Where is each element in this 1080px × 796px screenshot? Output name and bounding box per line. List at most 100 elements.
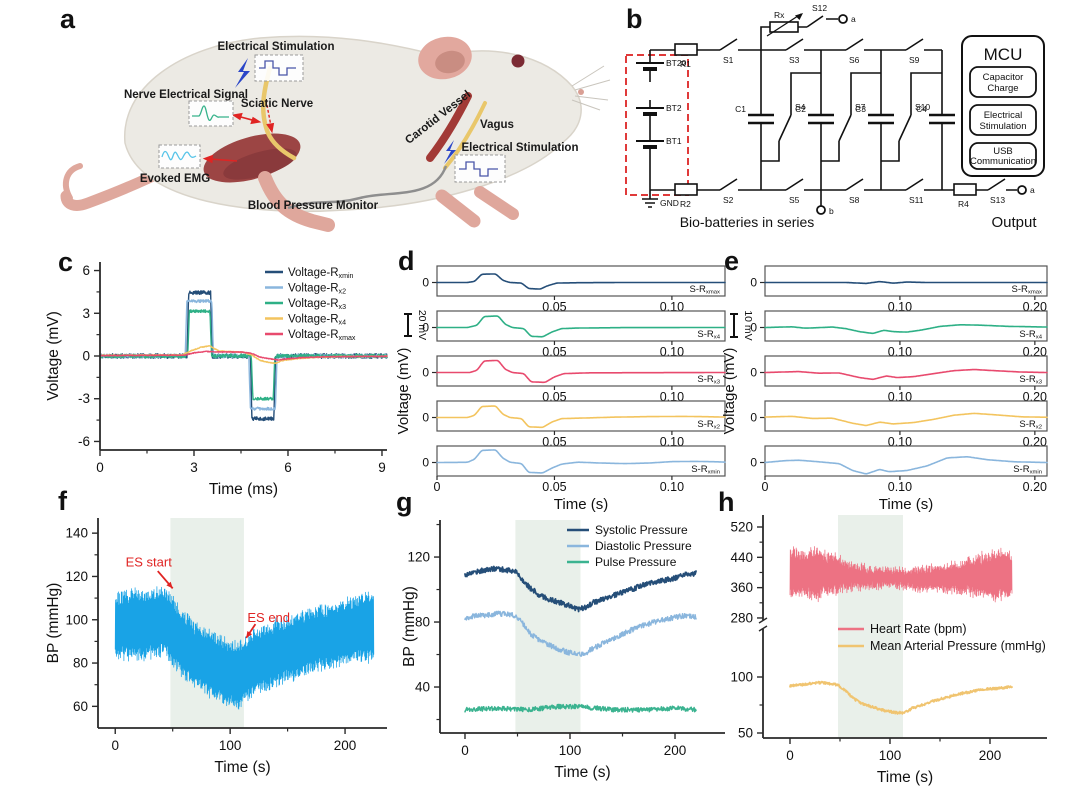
rat-ear-inner bbox=[435, 50, 465, 74]
subplot-1: 0 S-Rx4 0.10 0.20 bbox=[750, 310, 1048, 359]
label-s1: S1 bbox=[723, 55, 734, 65]
circuit-labels: R1 S1 S3 S6 S9 Rx S12 a BT20 BT2 BT1 GND… bbox=[660, 3, 1035, 216]
label-s7: S7 bbox=[855, 102, 866, 112]
emg-wave-icon bbox=[161, 150, 197, 161]
red-arrow-stim-path bbox=[265, 99, 275, 134]
svg-text:0: 0 bbox=[750, 411, 757, 425]
svg-text:ES end: ES end bbox=[247, 610, 290, 625]
svg-text:0: 0 bbox=[750, 276, 757, 290]
label-s9: S9 bbox=[909, 55, 920, 65]
panel-b-circuit-diagram: R1 S1 S3 S6 S9 Rx S12 a BT20 BT2 BT1 GND… bbox=[625, 3, 1045, 231]
label-gnd: GND bbox=[660, 198, 679, 208]
label-r2: R2 bbox=[680, 199, 691, 209]
axis: 280 360 440 520 50 100 0 100 200 Time (s) bbox=[730, 515, 1047, 786]
svg-text:120: 120 bbox=[65, 569, 88, 584]
label-terminal-a-bottom: a bbox=[1030, 185, 1035, 195]
svg-text:0.05: 0.05 bbox=[542, 300, 566, 314]
panel-letter-a: a bbox=[60, 4, 76, 34]
svg-text:100: 100 bbox=[730, 670, 753, 685]
axis: 0 100 200 40 80 120 Time (s) BP (mmHg) bbox=[401, 520, 725, 781]
label-rx: Rx bbox=[774, 10, 785, 20]
subplot-2: 0 S-Rx3 0.05 0.10 bbox=[422, 355, 726, 404]
svg-text:0: 0 bbox=[422, 321, 429, 335]
svg-text:Charge: Charge bbox=[987, 83, 1018, 94]
svg-text:0: 0 bbox=[762, 480, 769, 494]
svg-text:200: 200 bbox=[334, 738, 357, 753]
nerve-signal-box bbox=[188, 100, 234, 127]
label-r4: R4 bbox=[958, 199, 969, 209]
evoked-emg-box bbox=[158, 144, 201, 169]
svg-text:0.10: 0.10 bbox=[888, 390, 912, 404]
rat-front-paw-1 bbox=[435, 189, 481, 228]
svg-text:Electrical: Electrical bbox=[984, 110, 1023, 121]
svg-text:360: 360 bbox=[730, 580, 753, 595]
scale-bar: 20 mV bbox=[404, 310, 428, 340]
svg-text:ES start: ES start bbox=[126, 555, 173, 570]
svg-text:20 mV: 20 mV bbox=[416, 310, 428, 340]
svg-text:Time (s): Time (s) bbox=[879, 496, 933, 513]
svg-text:0.05: 0.05 bbox=[542, 480, 566, 494]
svg-text:6: 6 bbox=[82, 263, 90, 278]
svg-text:Stimulation: Stimulation bbox=[980, 121, 1027, 132]
svg-text:Time (s): Time (s) bbox=[554, 496, 608, 513]
label-s3: S3 bbox=[789, 55, 800, 65]
label-electrical-stimulation-right: Electrical Stimulation bbox=[462, 142, 579, 154]
svg-text:S-Rxmin: S-Rxmin bbox=[691, 464, 720, 476]
label-s8: S8 bbox=[849, 195, 860, 205]
subplot-1: 0 S-Rx4 0.05 0.10 bbox=[422, 310, 726, 359]
svg-text:0: 0 bbox=[422, 411, 429, 425]
label-c2: C2 bbox=[795, 104, 806, 114]
label-bt2: BT2 bbox=[666, 103, 682, 113]
svg-text:0.10: 0.10 bbox=[888, 480, 912, 494]
panel-letter-g: g bbox=[396, 487, 413, 517]
svg-text:0.10: 0.10 bbox=[888, 435, 912, 449]
subplot-3: 0 S-Rx2 0.05 0.10 bbox=[422, 400, 726, 449]
biphasic-wave-icon bbox=[459, 161, 498, 177]
panel-e-chart: 0 S-Rxmax 0.10 0.20 0 S-Rx4 0.10 0.20 0 S-Rx3 0.10… bbox=[721, 265, 1048, 513]
legend: Systolic Pressure Diastolic Pressure Pulse… bbox=[567, 523, 692, 569]
subplot-0: 0 S-Rxmax 0.10 0.20 bbox=[750, 265, 1048, 314]
svg-text:BP (mmHg): BP (mmHg) bbox=[45, 583, 62, 664]
svg-text:0.05: 0.05 bbox=[542, 390, 566, 404]
svg-text:0: 0 bbox=[82, 349, 90, 364]
panel-letter-e: e bbox=[724, 246, 740, 276]
svg-text:0.05: 0.05 bbox=[542, 435, 566, 449]
panel-letter-f: f bbox=[58, 486, 67, 516]
label-blood-pressure-monitor: Blood Pressure Monitor bbox=[248, 200, 379, 212]
rat-eye bbox=[511, 54, 525, 68]
svg-text:200: 200 bbox=[664, 743, 687, 758]
series-4 bbox=[99, 350, 388, 361]
svg-text:0: 0 bbox=[434, 480, 441, 494]
svg-text:0.10: 0.10 bbox=[888, 345, 912, 359]
series-0 bbox=[464, 565, 697, 613]
svg-text:100: 100 bbox=[65, 612, 88, 627]
label-electrical-stimulation-top: Electrical Stimulation bbox=[218, 41, 335, 53]
svg-text:S-Rx2: S-Rx2 bbox=[697, 419, 720, 431]
rat-hind-leg bbox=[258, 171, 335, 232]
svg-text:3: 3 bbox=[190, 460, 198, 475]
svg-text:140: 140 bbox=[65, 526, 88, 541]
svg-text:40: 40 bbox=[415, 680, 430, 695]
label-terminal-a-top: a bbox=[851, 14, 856, 24]
label-s10: S10 bbox=[915, 102, 930, 112]
svg-text:200: 200 bbox=[979, 748, 1002, 763]
svg-text:100: 100 bbox=[559, 743, 582, 758]
axis: 0 3 6 9 -6 -3 0 3 6 Time (ms) Voltage (mV) bbox=[45, 262, 387, 498]
panel-a-rat-illustration: Electrical Stimulation Nerve Electrical … bbox=[60, 35, 611, 232]
label-bt20: BT20 bbox=[666, 58, 687, 68]
svg-text:50: 50 bbox=[738, 726, 753, 741]
series-2 bbox=[464, 703, 697, 713]
label-s6: S6 bbox=[849, 55, 860, 65]
svg-text:0.10: 0.10 bbox=[660, 435, 684, 449]
bp-catheter-line bbox=[287, 165, 448, 210]
svg-text:100: 100 bbox=[879, 748, 902, 763]
mcu-title: MCU bbox=[984, 45, 1023, 64]
stim-waveform-box-right bbox=[454, 154, 506, 183]
svg-text:0: 0 bbox=[750, 366, 757, 380]
svg-text:80: 80 bbox=[415, 615, 430, 630]
svg-text:0: 0 bbox=[422, 456, 429, 470]
svg-text:Voltage-Rxmin: Voltage-Rxmin bbox=[288, 267, 354, 280]
legend: Voltage-Rxmin Voltage-Rx2 Voltage-Rx3 Volta… bbox=[265, 267, 356, 342]
svg-text:S-Rxmin: S-Rxmin bbox=[1013, 464, 1042, 476]
svg-text:0.20: 0.20 bbox=[1023, 345, 1047, 359]
